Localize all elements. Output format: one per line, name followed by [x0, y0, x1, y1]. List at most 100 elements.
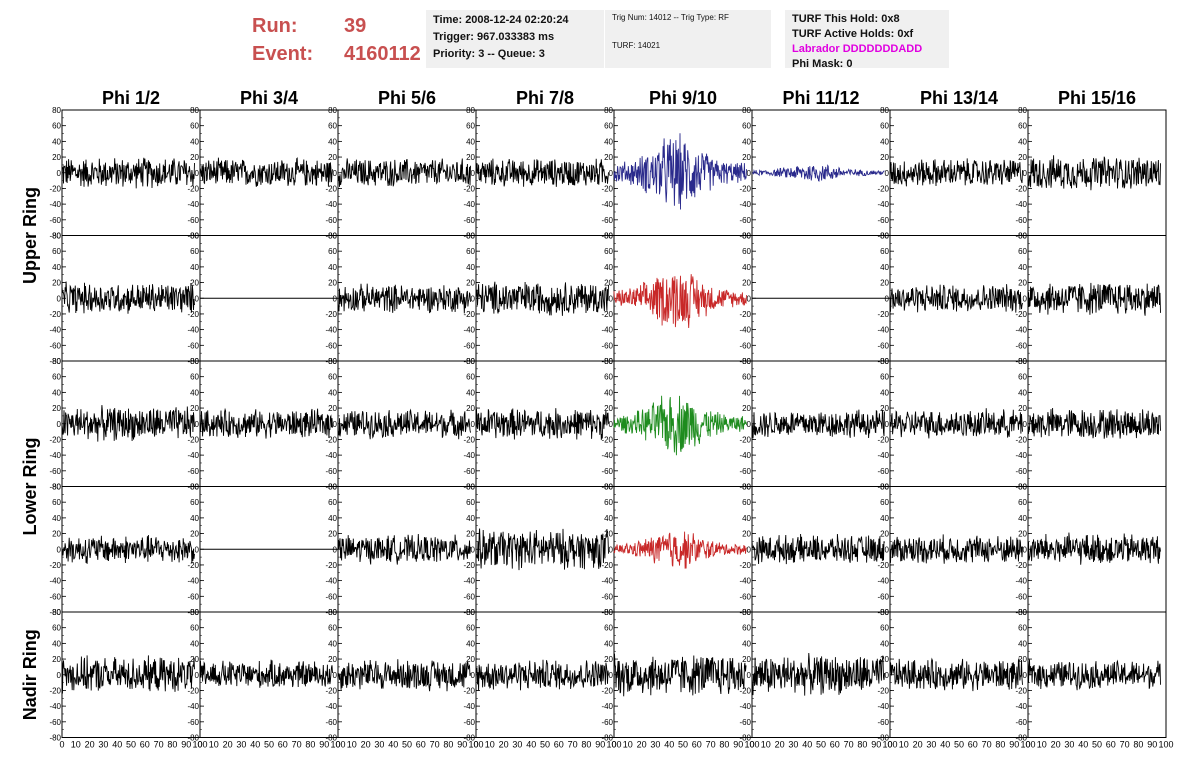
x-tick-label: 20: [499, 740, 509, 750]
y-tick-label: -20: [49, 184, 61, 193]
y-tick-label: -40: [877, 702, 889, 711]
waveform-trace: [1027, 155, 1161, 191]
y-tick-label: 80: [604, 357, 613, 366]
x-tick-label: 40: [526, 740, 536, 750]
y-tick-label: -40: [739, 326, 751, 335]
x-tick-label: 50: [816, 740, 826, 750]
y-tick-label: -60: [877, 341, 889, 350]
y-tick-label: 60: [52, 122, 61, 131]
y-tick-label: 40: [52, 263, 61, 272]
y-tick-label: 20: [880, 279, 889, 288]
x-tick-label: 0: [749, 740, 754, 750]
y-tick-label: -80: [739, 734, 751, 743]
y-tick-label: -60: [187, 592, 199, 601]
y-tick-label: 60: [604, 122, 613, 131]
y-tick-label: 20: [328, 655, 337, 664]
y-tick-label: -80: [49, 357, 61, 366]
y-tick-label: -40: [49, 702, 61, 711]
y-tick-label: 40: [328, 263, 337, 272]
y-tick-label: 40: [190, 639, 199, 648]
y-tick-label: 20: [1018, 153, 1027, 162]
y-tick-label: -80: [1015, 734, 1027, 743]
y-tick-label: -20: [739, 561, 751, 570]
x-tick-label: 60: [830, 740, 840, 750]
waveform-trace: [889, 534, 1023, 564]
x-tick-label: 100: [1158, 740, 1173, 750]
column-header: Phi 9/10: [649, 88, 717, 108]
y-tick-label: -20: [463, 310, 475, 319]
run-event-box: Run: 39 Event: 4160112: [252, 12, 421, 68]
x-tick-label: 70: [154, 740, 164, 750]
y-tick-label: 0: [747, 545, 752, 554]
y-tick-label: -20: [1015, 184, 1027, 193]
y-tick-label: 20: [52, 530, 61, 539]
y-tick-label: -60: [187, 467, 199, 476]
y-tick-label: 20: [742, 655, 751, 664]
y-tick-label: 0: [471, 545, 476, 554]
y-tick-label: 60: [52, 373, 61, 382]
y-tick-label: 60: [328, 247, 337, 256]
y-tick-label: 40: [1018, 263, 1027, 272]
y-tick-label: -40: [187, 577, 199, 586]
y-tick-label: 80: [52, 483, 61, 492]
y-tick-label: 40: [52, 514, 61, 523]
y-tick-label: 60: [328, 498, 337, 507]
y-tick-label: -20: [601, 184, 613, 193]
y-tick-label: 40: [190, 388, 199, 397]
y-tick-label: -60: [463, 341, 475, 350]
y-tick-label: -60: [463, 216, 475, 225]
x-tick-label: 80: [443, 740, 453, 750]
y-tick-label: 0: [609, 545, 614, 554]
y-tick-label: 40: [466, 514, 475, 523]
y-tick-label: -40: [187, 451, 199, 460]
x-tick-label: 0: [887, 740, 892, 750]
y-tick-label: 80: [52, 357, 61, 366]
x-tick-label: 40: [802, 740, 812, 750]
x-tick-label: 90: [457, 740, 467, 750]
x-tick-label: 50: [126, 740, 136, 750]
x-tick-label: 40: [1078, 740, 1088, 750]
waveform-trace: [889, 284, 1023, 313]
x-tick-label: 90: [871, 740, 881, 750]
waveform-trace: [61, 405, 195, 442]
y-tick-label: 80: [328, 608, 337, 617]
waveform-trace: [889, 408, 1023, 439]
x-tick-label: 60: [968, 740, 978, 750]
y-tick-label: 20: [328, 530, 337, 539]
y-tick-label: 40: [328, 137, 337, 146]
y-tick-label: 80: [880, 357, 889, 366]
y-tick-label: -60: [49, 592, 61, 601]
y-tick-label: -20: [187, 686, 199, 695]
y-tick-label: -20: [1015, 686, 1027, 695]
y-tick-label: 0: [195, 169, 200, 178]
y-tick-label: 20: [190, 153, 199, 162]
y-tick-label: 80: [880, 483, 889, 492]
y-tick-label: 0: [747, 420, 752, 429]
y-tick-label: 80: [742, 357, 751, 366]
y-tick-label: 20: [604, 530, 613, 539]
x-tick-label: 40: [388, 740, 398, 750]
y-tick-label: -60: [1015, 216, 1027, 225]
priority-text: Priority: 3 -- Queue: 3: [433, 48, 545, 60]
y-tick-label: 40: [1018, 514, 1027, 523]
y-tick-label: -40: [463, 326, 475, 335]
y-tick-label: 80: [604, 483, 613, 492]
y-tick-label: -20: [739, 184, 751, 193]
time-text: Time: 2008-12-24 02:20:24: [433, 14, 569, 26]
y-tick-label: 60: [880, 247, 889, 256]
x-tick-label: 0: [611, 740, 616, 750]
y-tick-label: 60: [1018, 624, 1027, 633]
y-tick-label: 0: [57, 420, 62, 429]
waveform-trace: [1027, 659, 1161, 691]
y-tick-label: 60: [742, 498, 751, 507]
x-tick-label: 70: [292, 740, 302, 750]
y-tick-label: 0: [333, 420, 338, 429]
y-tick-label: -60: [187, 341, 199, 350]
y-tick-label: 60: [604, 498, 613, 507]
y-tick-label: 20: [604, 279, 613, 288]
